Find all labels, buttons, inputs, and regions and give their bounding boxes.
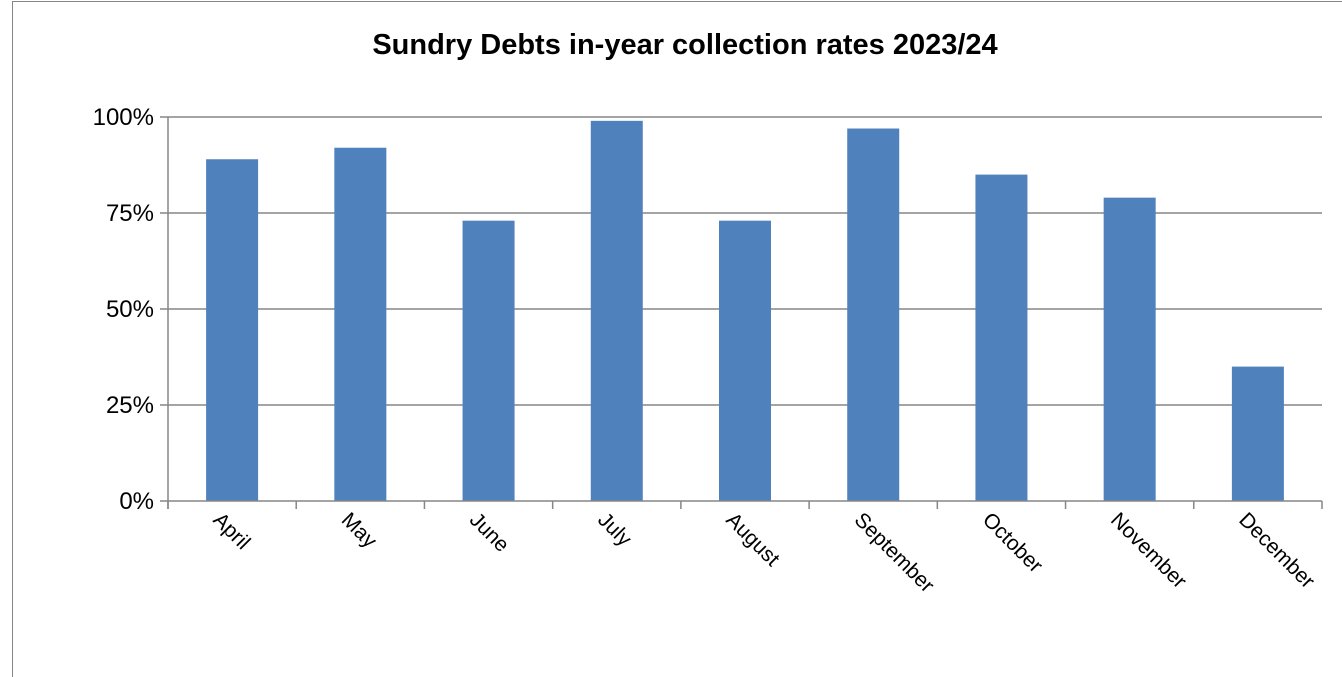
bar-june	[462, 220, 515, 501]
bar-december	[1231, 366, 1284, 501]
bars	[206, 120, 1284, 502]
bar-august	[719, 220, 771, 501]
bar-november	[1103, 197, 1156, 501]
y-tick-labels: 0% 25% 50% 75% 100%	[93, 104, 154, 515]
y-tick-label-3: 75%	[106, 200, 154, 227]
bar-july	[590, 120, 643, 501]
chart-title: Sundry Debts in-year collection rates 20…	[372, 29, 997, 61]
y-tick-label-4: 100%	[93, 104, 154, 131]
y-tick-label-1: 25%	[106, 392, 154, 419]
bar-may	[334, 147, 387, 501]
y-tick-label-0: 0%	[119, 488, 154, 515]
axes	[160, 116, 1323, 509]
bar-april	[206, 159, 259, 502]
bar-september	[847, 128, 900, 501]
y-tick-label-2: 50%	[106, 296, 154, 323]
bar-october	[975, 174, 1028, 501]
